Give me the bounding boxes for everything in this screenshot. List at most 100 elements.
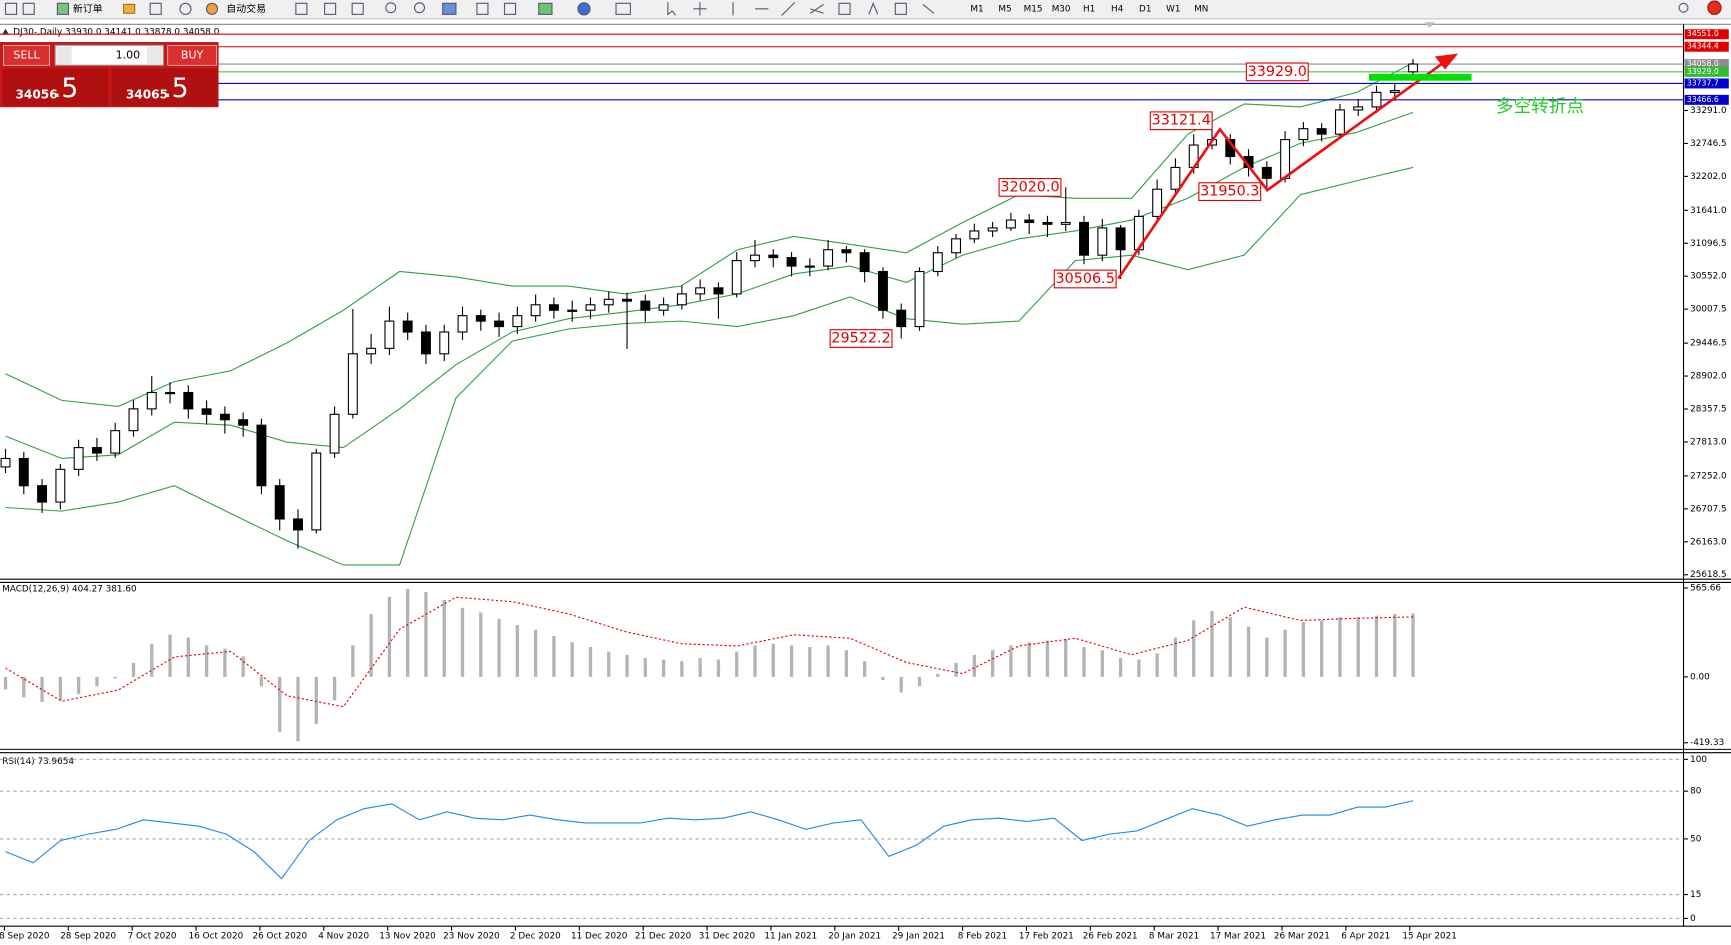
icon[interactable] — [922, 3, 935, 14]
price-line-tag — [1684, 59, 1729, 70]
candle-body — [841, 249, 852, 254]
candle-body — [165, 391, 176, 395]
y-tick-label: 27252.0 — [1690, 471, 1727, 481]
icon[interactable] — [385, 2, 397, 14]
icon[interactable] — [351, 2, 364, 15]
candle-body — [201, 408, 212, 415]
sell-label[interactable]: SELL — [13, 48, 40, 61]
macd-bar — [698, 658, 702, 677]
sell-button[interactable] — [3, 45, 50, 66]
candle-body — [585, 304, 596, 311]
candle-body — [1042, 221, 1053, 225]
timeframe-button[interactable]: M1 — [970, 4, 983, 14]
icon[interactable] — [868, 1, 879, 15]
macd-bar — [332, 676, 337, 701]
macd-bar — [680, 661, 684, 677]
timeframe-bar: M1 M5 M15 M30 H1 H4 D1 W1 MN — [970, 4, 1208, 14]
timeframe-button[interactable]: W1 — [1166, 4, 1180, 14]
candle-body — [1316, 128, 1327, 135]
lot-value[interactable]: 1.00 — [116, 48, 141, 61]
icon[interactable] — [442, 2, 457, 15]
new-order-button[interactable]: 新订单 — [73, 2, 103, 15]
icon[interactable] — [123, 3, 136, 14]
candle-body — [347, 353, 358, 415]
candle-body — [640, 300, 651, 311]
timeframe-button[interactable]: H4 — [1111, 4, 1124, 14]
macd-bar — [259, 676, 264, 687]
macd-bar — [552, 636, 556, 677]
macd-bar — [899, 676, 903, 693]
icon[interactable] — [538, 2, 553, 15]
candle-body — [877, 270, 888, 311]
icon[interactable] — [324, 2, 337, 15]
auto-trading-button[interactable]: 自动交易 — [226, 2, 266, 15]
lot-down[interactable] — [56, 46, 72, 65]
x-tick-label: 28 Sep 2020 — [60, 932, 116, 942]
x-tick-label: 11 Dec 2020 — [571, 932, 628, 942]
icon[interactable] — [781, 1, 796, 16]
y-tick-label: 27813.0 — [1690, 437, 1727, 447]
icon[interactable] — [295, 2, 308, 15]
icon[interactable] — [838, 2, 851, 15]
icon[interactable] — [667, 2, 677, 16]
timeframe-button[interactable]: M30 — [1052, 4, 1071, 14]
candle-body — [256, 424, 267, 487]
icon[interactable] — [205, 2, 219, 15]
macd-bar — [716, 659, 721, 677]
candle-body — [713, 287, 724, 295]
icon[interactable] — [1678, 2, 1689, 13]
icon[interactable] — [413, 2, 426, 14]
icon[interactable] — [56, 2, 69, 15]
icon[interactable] — [22, 2, 35, 15]
icon[interactable] — [894, 2, 907, 15]
price-annotation: 33929.0 — [1248, 64, 1307, 80]
pivot-zone — [1368, 74, 1472, 81]
macd-bar — [570, 642, 574, 677]
arrow-head — [1434, 53, 1459, 70]
buy-button[interactable] — [167, 45, 217, 66]
lot-input[interactable] — [54, 44, 164, 66]
timeframe-button[interactable]: D1 — [1139, 4, 1151, 14]
candle-body — [110, 430, 121, 454]
candle-body — [91, 447, 102, 454]
buy-label[interactable]: BUY — [181, 48, 204, 61]
trend-drawings — [1117, 53, 1459, 280]
candle-body — [439, 331, 450, 355]
alert-icon[interactable] — [1707, 0, 1722, 15]
timeframe-button[interactable]: MN — [1194, 4, 1208, 14]
macd-bar — [936, 673, 940, 677]
icon[interactable] — [149, 2, 162, 15]
y-tick-label: 26707.5 — [1690, 504, 1726, 514]
candle-body — [293, 518, 303, 531]
macd-bar — [424, 592, 428, 677]
candle-body — [1353, 106, 1364, 111]
sell-price-box[interactable] — [2, 68, 109, 107]
icon[interactable] — [476, 2, 489, 15]
candle-body — [823, 249, 834, 267]
icon[interactable] — [693, 2, 707, 16]
icon[interactable] — [809, 3, 824, 14]
lot-up[interactable] — [146, 46, 163, 65]
icon[interactable] — [577, 2, 591, 16]
timeframe-button[interactable]: M5 — [998, 4, 1011, 14]
macd-bar — [1301, 621, 1306, 677]
icon[interactable] — [179, 2, 192, 15]
icon[interactable] — [4, 2, 18, 15]
candle-body — [475, 315, 486, 322]
y-tick-label: -419.33 — [1690, 738, 1724, 748]
chart-shift-marker[interactable] — [1424, 22, 1436, 28]
icon[interactable] — [615, 2, 631, 15]
timeframe-button[interactable]: M15 — [1024, 4, 1043, 14]
x-tick-label: 15 Apr 2021 — [1402, 932, 1457, 942]
macd-bar — [844, 650, 849, 677]
buy-price-box[interactable] — [111, 68, 218, 107]
candle-body — [311, 452, 322, 531]
candle-body — [1170, 166, 1181, 190]
macd-bar — [95, 676, 99, 687]
candle-body — [896, 309, 907, 328]
macd-panel: MACD(12,26,9) 404.27 381.60 565.66 0.00 -41… — [2, 584, 1724, 749]
candle-body — [1298, 128, 1309, 141]
candle-body — [750, 254, 760, 262]
timeframe-button[interactable]: H1 — [1083, 4, 1095, 14]
icon[interactable] — [503, 2, 517, 15]
